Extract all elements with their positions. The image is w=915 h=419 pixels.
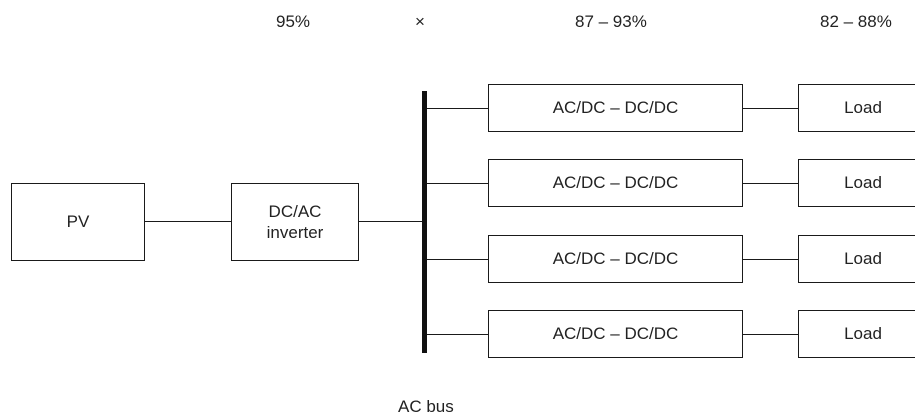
- load-block-4: Load: [798, 310, 915, 358]
- inverter-efficiency-label: 95%: [276, 12, 310, 32]
- pv-label: PV: [67, 211, 90, 232]
- pv-block: PV: [11, 183, 145, 261]
- overall-efficiency-label: 82 – 88%: [820, 12, 892, 32]
- load-block-2: Load: [798, 159, 915, 207]
- ac-bus-bar: [422, 91, 427, 353]
- load-label-2: Load: [844, 172, 882, 193]
- multiply-sign: ×: [415, 12, 425, 32]
- converter-block-3: AC/DC – DC/DC: [488, 235, 743, 283]
- converter-block-2: AC/DC – DC/DC: [488, 159, 743, 207]
- load-label-3: Load: [844, 248, 882, 269]
- inverter-bus-wire: [359, 221, 424, 222]
- bus-converter-wire-2: [427, 183, 488, 184]
- converter-label-1: AC/DC – DC/DC: [553, 97, 679, 118]
- load-label-4: Load: [844, 323, 882, 344]
- converter-block-1: AC/DC – DC/DC: [488, 84, 743, 132]
- load-block-1: Load: [798, 84, 915, 132]
- inverter-label: DC/AC inverter: [267, 201, 324, 244]
- bus-converter-wire-4: [427, 334, 488, 335]
- converter-label-3: AC/DC – DC/DC: [553, 248, 679, 269]
- converter-load-wire-3: [743, 259, 798, 260]
- converter-load-wire-1: [743, 108, 798, 109]
- converter-label-2: AC/DC – DC/DC: [553, 172, 679, 193]
- load-block-3: Load: [798, 235, 915, 283]
- converter-label-4: AC/DC – DC/DC: [553, 323, 679, 344]
- bus-converter-wire-3: [427, 259, 488, 260]
- converter-load-wire-2: [743, 183, 798, 184]
- load-label-1: Load: [844, 97, 882, 118]
- converter-block-4: AC/DC – DC/DC: [488, 310, 743, 358]
- inverter-block: DC/AC inverter: [231, 183, 359, 261]
- converter-load-wire-4: [743, 334, 798, 335]
- pv-inverter-wire: [145, 221, 231, 222]
- converter-efficiency-label: 87 – 93%: [575, 12, 647, 32]
- ac-bus-label: AC bus: [398, 397, 454, 417]
- bus-converter-wire-1: [427, 108, 488, 109]
